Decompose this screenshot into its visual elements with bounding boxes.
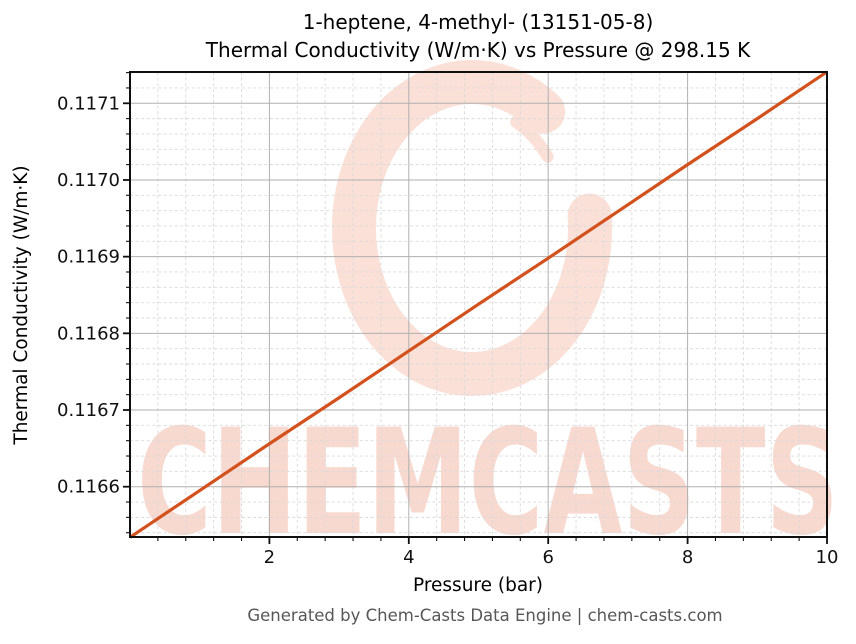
watermark: CHEMCASTS xyxy=(137,60,839,568)
watermark-logo-tail-icon xyxy=(372,102,572,354)
footer-credit: Generated by Chem-Casts Data Engine | ch… xyxy=(247,606,722,625)
y-tick-label: 0.1168 xyxy=(57,323,120,344)
x-tick-label: 8 xyxy=(682,547,693,568)
y-tick-label: 0.1170 xyxy=(57,170,120,191)
y-axis-label: Thermal Conductivity (W/m·K) xyxy=(11,165,32,445)
x-axis-label: Pressure (bar) xyxy=(413,575,543,596)
y-tick-label: 0.1171 xyxy=(57,93,120,114)
watermark-text: CHEMCASTS xyxy=(137,398,839,568)
plot-border xyxy=(129,71,828,538)
x-tick-label: 2 xyxy=(264,547,275,568)
x-tick-label: 6 xyxy=(542,547,553,568)
y-tick-label: 0.1167 xyxy=(57,400,120,421)
watermark-logo-circle-icon xyxy=(332,60,612,396)
chart-title-line2: Thermal Conductivity (W/m·K) vs Pressure… xyxy=(205,38,751,62)
axis-tick-labels: 2 4 6 8 10 0.1166 0.1167 0.1168 0.1169 0.1170 0.11… xyxy=(57,93,838,568)
data-line xyxy=(129,70,828,539)
x-tick-label: 4 xyxy=(403,547,414,568)
data-series xyxy=(129,70,828,539)
x-tick-label: 10 xyxy=(816,547,839,568)
chart-title-line1: 1-heptene, 4-methyl- (13151-05-8) xyxy=(303,10,654,34)
y-tick-label: 0.1166 xyxy=(57,477,120,498)
y-tick-label: 0.1169 xyxy=(57,247,120,268)
